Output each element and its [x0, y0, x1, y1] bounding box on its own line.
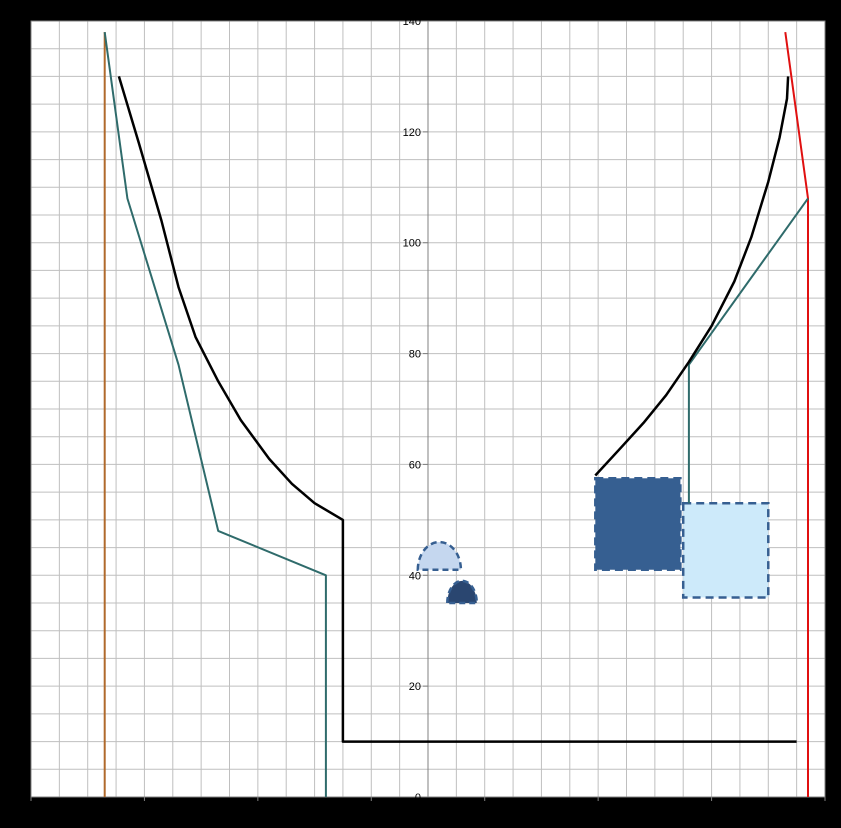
axes: [30, 20, 826, 801]
y-tick-label: 120: [403, 127, 421, 139]
y-tick-label: 40: [409, 570, 421, 582]
y-tick-label: 0: [415, 792, 421, 804]
x-tick-label: -70: [3, 809, 19, 821]
y-tick-label: 20: [409, 681, 421, 693]
x-tick-label: 50: [705, 809, 717, 821]
y-tick-label: 140: [403, 16, 421, 28]
y-tick-label: 100: [403, 238, 421, 250]
x-tick-label: 70: [826, 809, 838, 821]
shapes: [416, 477, 770, 605]
tick-labels: 0 20 40 60 80 100 120 140 -70 -50 -30 -10 10 30 50 70: [3, 16, 838, 821]
teal-left: [103, 31, 327, 797]
x-tick-label: -30: [250, 809, 266, 821]
y-tick-label: 60: [409, 459, 421, 471]
dark-blue-square: [594, 477, 682, 571]
x-tick-label: -50: [136, 809, 152, 821]
x-tick-label: 10: [479, 809, 491, 821]
x-tick-label: -10: [363, 809, 379, 821]
x-tick-label: 30: [592, 809, 604, 821]
y-tick-label: 80: [409, 349, 421, 361]
navy-dome: [446, 579, 479, 605]
light-blue-square: [681, 501, 770, 599]
grid: [30, 20, 826, 798]
pale-blue-dome: [416, 540, 463, 571]
teal-right: [687, 197, 809, 504]
series-lines: [103, 31, 809, 797]
black-right-curve: [594, 76, 790, 477]
black-left-curve: [117, 76, 797, 743]
